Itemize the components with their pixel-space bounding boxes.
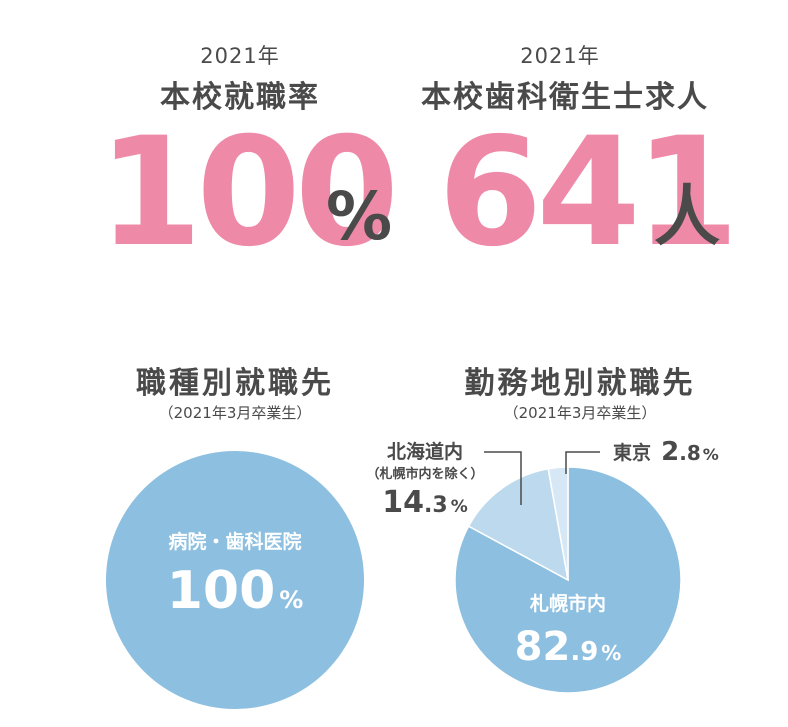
chart2-pie bbox=[454, 466, 682, 694]
stat-year-jobs: 2021年 bbox=[520, 44, 600, 68]
chart1-title: 職種別就職先 bbox=[136, 366, 334, 401]
chart2-label-hokkaido: 北海道内 bbox=[387, 440, 463, 463]
chart2-sapporo-int: 82 bbox=[515, 624, 571, 670]
stat-label-employment: 本校就職率 bbox=[160, 80, 320, 115]
leader-line-tokyo bbox=[565, 451, 600, 474]
chart2-slice-hokkaido bbox=[467, 467, 570, 582]
chart2-tokyo-int: 2 bbox=[661, 437, 679, 467]
chart1-slice-hospital bbox=[106, 451, 364, 709]
chart1-slice-value: 100% bbox=[167, 561, 304, 621]
chart2-hokkaido-dec: .3 bbox=[424, 493, 448, 518]
chart2-tokyo-unit: % bbox=[703, 445, 719, 464]
chart2-label-sapporo: 札幌市内 bbox=[529, 592, 606, 615]
chart2-value-hokkaido: 14.3% bbox=[382, 485, 467, 520]
chart2-value-tokyo: 2.8% bbox=[661, 437, 719, 467]
chart2-label-tokyo: 東京 bbox=[613, 441, 651, 464]
chart2-title: 勤務地別就職先 bbox=[464, 366, 696, 401]
chart1-value-unit: % bbox=[279, 586, 303, 614]
stat-unit-jobs: 人 bbox=[654, 178, 720, 255]
chart2-value-sapporo: 82.9% bbox=[515, 624, 622, 670]
chart1-subtitle: （2021年3月卒業生） bbox=[158, 404, 312, 422]
chart2-sapporo-dec: .9 bbox=[570, 637, 598, 667]
stat-value-jobs: 641 bbox=[438, 106, 739, 280]
stat-value-employment: 100 bbox=[98, 106, 399, 280]
chart2-hokkaido-int: 14 bbox=[382, 485, 424, 520]
stat-year-employment: 2021年 bbox=[200, 44, 280, 68]
chart1-slice-label: 病院・歯科医院 bbox=[168, 530, 301, 553]
stat-unit-employment: % bbox=[326, 178, 393, 255]
chart2-sublabel-hokkaido: （札幌市内を除く） bbox=[366, 466, 483, 482]
chart1-value-number: 100 bbox=[167, 561, 276, 621]
chart2-slice-tokyo bbox=[547, 466, 569, 581]
leader-line-hokkaido bbox=[484, 451, 522, 505]
chart2-sapporo-unit: % bbox=[601, 641, 621, 665]
chart2-subtitle: （2021年3月卒業生） bbox=[503, 404, 657, 422]
chart2-hokkaido-unit: % bbox=[451, 497, 468, 517]
stat-label-jobs: 本校歯科衛生士求人 bbox=[421, 80, 709, 115]
chart2-tokyo-dec: .8 bbox=[679, 441, 701, 465]
